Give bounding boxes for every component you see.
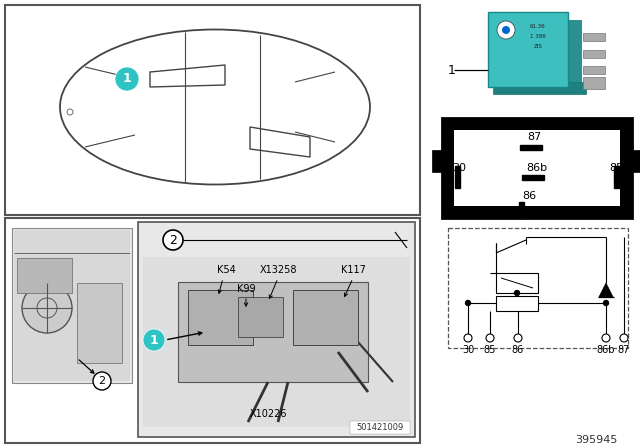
Bar [522,175,544,180]
Text: 87: 87 [618,345,630,355]
Text: K54: K54 [216,265,236,275]
Circle shape [93,372,111,390]
Circle shape [514,334,522,342]
Bar [5,218,420,443]
Bar [5,5,420,215]
Bar [143,257,410,427]
Text: K99: K99 [237,284,255,294]
Bar [432,150,442,172]
Text: 1: 1 [123,73,131,86]
Bar [493,82,586,94]
Circle shape [502,26,510,34]
Bar [583,50,605,58]
Circle shape [163,230,183,250]
Text: 1: 1 [448,64,456,77]
Bar [293,290,358,345]
Bar [442,118,632,218]
Text: 30: 30 [462,345,474,355]
Bar [12,228,132,383]
Ellipse shape [60,30,370,185]
Text: 86b: 86b [527,163,548,173]
Circle shape [67,109,73,115]
Bar [178,282,368,382]
Polygon shape [599,283,613,297]
Bar [520,145,542,150]
Bar [454,130,620,206]
Bar [519,202,524,218]
Bar [448,228,628,348]
FancyBboxPatch shape [488,12,568,87]
Text: K117: K117 [340,265,365,275]
Bar [583,77,605,89]
Text: 85: 85 [609,163,623,173]
Circle shape [37,298,57,318]
Circle shape [143,329,165,351]
Bar [583,66,605,74]
Text: X10226: X10226 [249,409,287,419]
Bar [632,150,640,172]
Text: 87: 87 [527,132,541,142]
Text: 61.36: 61.36 [530,25,546,30]
Bar [583,33,605,41]
Text: ZIS: ZIS [534,44,543,49]
Bar [238,297,283,337]
Bar [138,222,415,437]
Circle shape [602,334,610,342]
Bar [188,290,253,345]
Text: 501421009: 501421009 [356,423,404,432]
Polygon shape [250,127,310,157]
Circle shape [497,21,515,39]
Circle shape [515,290,520,296]
Circle shape [486,334,494,342]
Circle shape [115,67,139,91]
Bar [17,258,72,293]
Circle shape [464,334,472,342]
Bar [14,230,130,381]
Text: 30: 30 [452,163,466,173]
Text: 1: 1 [150,333,158,346]
Bar [455,166,460,188]
Text: X13258: X13258 [259,265,297,275]
Bar [496,296,538,311]
Text: 86: 86 [522,191,536,201]
Text: 2: 2 [169,233,177,246]
Bar [614,166,619,188]
Bar [563,20,581,90]
Text: 86b: 86b [596,345,615,355]
Circle shape [465,301,470,306]
Bar [350,421,410,434]
Text: 2: 2 [99,376,106,386]
Circle shape [22,283,72,333]
Text: 395945: 395945 [575,435,618,445]
Text: 85: 85 [484,345,496,355]
Text: 86: 86 [512,345,524,355]
Text: 1 386: 1 386 [530,34,546,39]
Bar [496,273,538,293]
Bar [77,283,122,363]
Circle shape [620,334,628,342]
Polygon shape [150,65,225,87]
Circle shape [604,301,609,306]
